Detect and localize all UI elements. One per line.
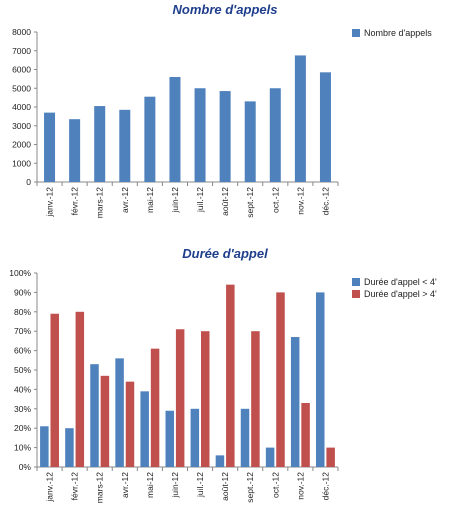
- chart1-legend-swatch: [352, 290, 360, 298]
- chart1-x-tick-label: janv.-12: [45, 472, 55, 503]
- chart0-y-tick-label: 5000: [12, 83, 31, 93]
- chart1-legend-label: Durée d'appel > 4': [364, 289, 437, 299]
- chart1-bar-series0: [240, 408, 250, 467]
- chart1-x-tick-label: oct.-12: [270, 472, 280, 498]
- chart1-bar-series1: [276, 292, 285, 467]
- chart1-bar-series1: [50, 313, 59, 467]
- chart1-bar-series0: [190, 408, 200, 467]
- chart1-x-tick-label: juin-12: [170, 472, 180, 499]
- chart0-bar-series0: [244, 101, 256, 182]
- chart0-x-tick-label: déc.-12: [320, 187, 330, 216]
- chart1-bar-series0: [40, 426, 49, 467]
- chart1-legend-label: Durée d'appel < 4': [364, 277, 437, 287]
- chart1-y-tick-label: 30%: [14, 404, 31, 414]
- chart1-bar-series0: [115, 358, 124, 467]
- chart1-bar-series1: [301, 402, 310, 467]
- chart0-bar-series0: [169, 77, 181, 182]
- chart1-x-tick-label: févr.-12: [70, 472, 80, 501]
- chart1-x-tick-label: mars-12: [95, 472, 105, 503]
- chart1-bar-series1: [100, 375, 110, 467]
- chart1-x-tick-label: sept.-12: [245, 472, 255, 503]
- chart0-x-tick-label: févr.-12: [70, 187, 80, 216]
- chart1-bar-series1: [200, 331, 210, 467]
- chart0-bar-series0: [44, 112, 56, 182]
- chart1-bar-series1: [226, 284, 235, 467]
- chart0-y-tick-label: 0: [26, 177, 31, 187]
- chart1-bar-series0: [65, 428, 74, 467]
- chart0-x-tick-label: janv.-12: [45, 187, 55, 218]
- chart0-legend-label: Nombre d'appels: [364, 28, 432, 38]
- chart1-y-tick-label: 70%: [14, 326, 31, 336]
- chart0-x-tick-label: juin-12: [170, 187, 180, 214]
- chart1-y-tick-label: 60%: [14, 346, 31, 356]
- chart1-x-tick-label: août-12: [220, 472, 230, 501]
- chart0-y-tick-label: 6000: [12, 65, 31, 75]
- chart1-x-tick-label: déc.-12: [320, 472, 330, 501]
- chart0-bar-series0: [194, 88, 206, 182]
- chart0-y-tick-label: 3000: [12, 121, 31, 131]
- chart1-bar-series1: [175, 329, 185, 467]
- chart1-x-tick-label: avr.-12: [120, 472, 130, 498]
- chart0-x-tick-label: mars-12: [95, 187, 105, 218]
- chart1-y-tick-label: 80%: [14, 307, 31, 317]
- chart0-x-tick-label: juil.-12: [195, 187, 205, 213]
- chart0-x-tick-label: avr.-12: [120, 187, 130, 213]
- chart0-bar-series0: [69, 119, 81, 182]
- chart1-x-tick-label: nov.-12: [295, 472, 305, 500]
- chart0-bar-series0: [144, 96, 156, 182]
- chart0-y-tick-label: 7000: [12, 46, 31, 56]
- chart1-bar-series0: [90, 364, 99, 467]
- chart1-bar-series0: [215, 455, 225, 467]
- chart1-bar-series0: [316, 292, 325, 467]
- chart0-x-tick-label: août-12: [220, 187, 230, 216]
- chart1-bar-series1: [125, 381, 135, 467]
- chart0-y-tick-label: 4000: [12, 102, 31, 112]
- chart0-bar-series0: [319, 72, 331, 182]
- chart-title-duration: Durée d'appel: [182, 246, 268, 261]
- chart1-x-tick-label: mai-12: [145, 472, 155, 498]
- chart1-bar-series1: [251, 331, 260, 467]
- chart-title-calls: Nombre d'appels: [172, 2, 278, 17]
- chart0-bar-series0: [119, 109, 131, 182]
- chart1-bar-series0: [265, 447, 275, 467]
- chart1-bar-series0: [140, 391, 149, 467]
- chart0-x-tick-label: mai-12: [145, 187, 155, 213]
- chart1-x-tick-label: juil.-12: [195, 472, 205, 498]
- chart0-bar-series0: [294, 55, 306, 182]
- chart0-y-tick-label: 2000: [12, 140, 31, 150]
- chart1-y-tick-label: 100%: [9, 268, 31, 278]
- chart1-y-tick-label: 20%: [14, 423, 31, 433]
- chart0-bar-series0: [94, 106, 106, 182]
- chart1-bar-series0: [165, 410, 175, 467]
- chart1-y-tick-label: 50%: [14, 365, 31, 375]
- chart0-legend-swatch: [352, 29, 360, 37]
- chart1-y-tick-label: 10%: [14, 443, 31, 453]
- chart1-y-tick-label: 90%: [14, 287, 31, 297]
- chart1-y-tick-label: 0%: [19, 462, 32, 472]
- chart1-bar-series1: [75, 311, 85, 467]
- chart0-x-tick-label: sept.-12: [245, 187, 255, 218]
- chart1-legend-swatch: [352, 278, 360, 286]
- chart1-bar-series1: [326, 447, 335, 467]
- chart1-bar-series1: [150, 348, 160, 467]
- chart0-y-tick-label: 8000: [12, 27, 31, 37]
- chart1-bar-series0: [290, 337, 300, 467]
- chart0-bar-series0: [219, 91, 231, 182]
- chart1-y-tick-label: 40%: [14, 384, 31, 394]
- chart0-x-tick-label: oct.-12: [270, 187, 280, 213]
- chart0-y-tick-label: 1000: [12, 158, 31, 168]
- chart0-x-tick-label: nov.-12: [295, 187, 305, 215]
- chart0-bar-series0: [269, 88, 281, 182]
